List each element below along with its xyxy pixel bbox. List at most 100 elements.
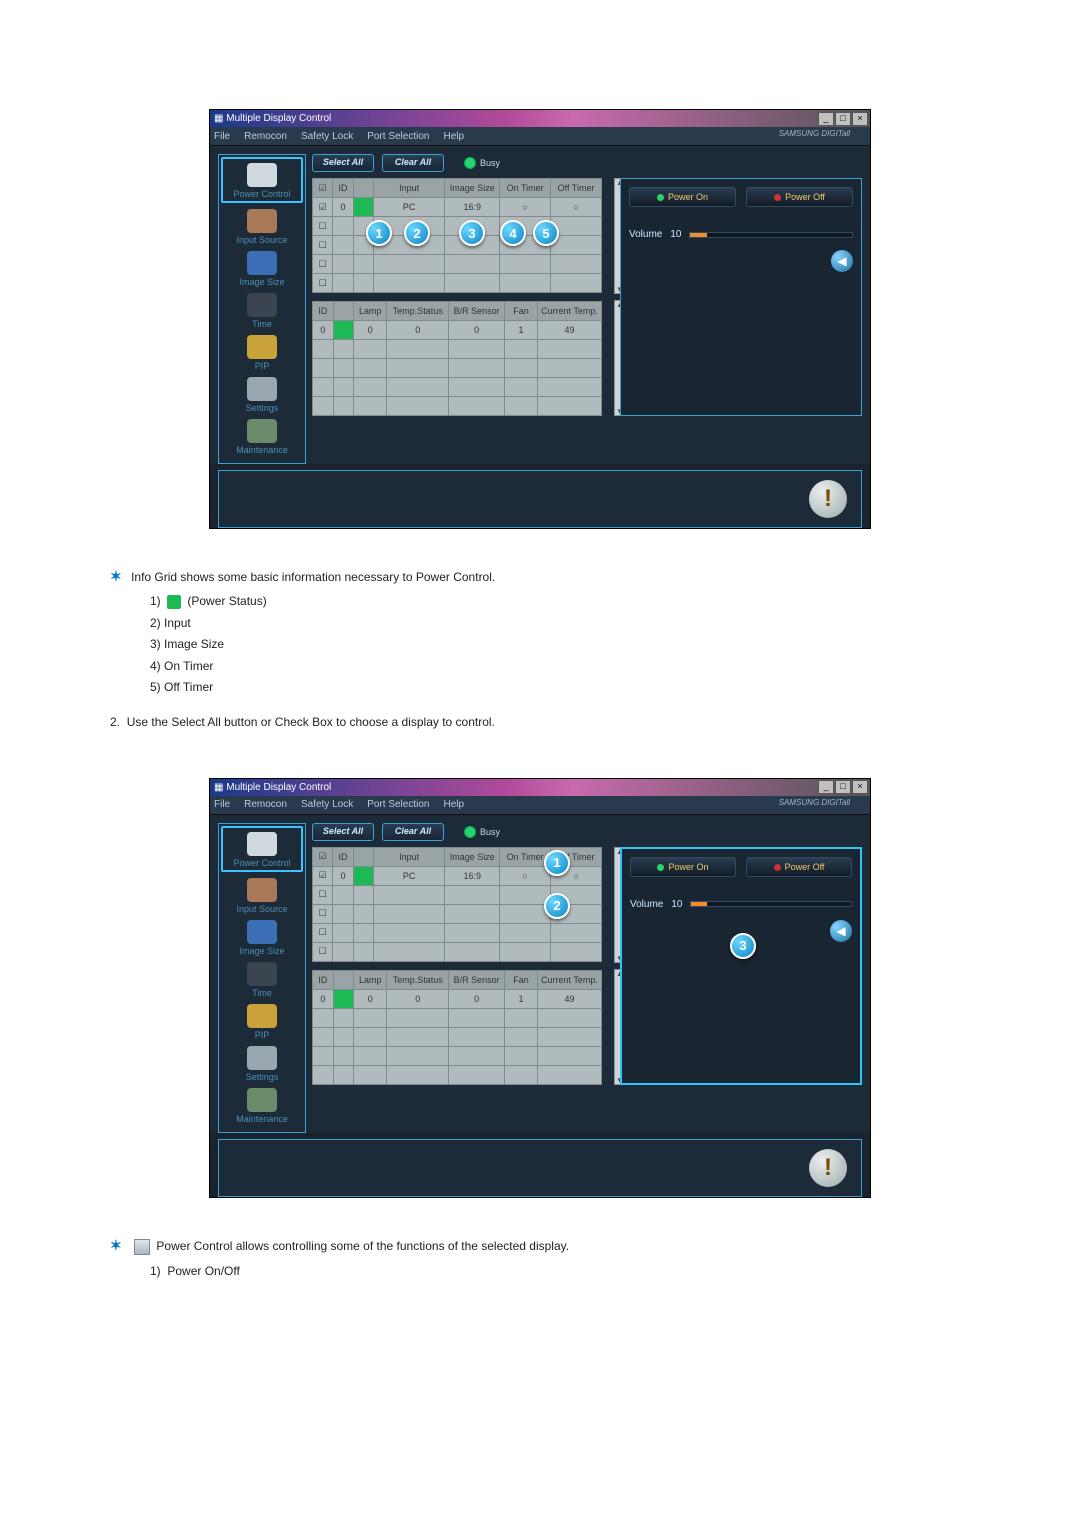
callout-badge-3: 3 [730,933,756,959]
sidebar: Power Control Input SourceImage SizeTimeP… [218,823,306,1133]
table-row[interactable]: ☐ [313,274,602,293]
volume-value: 10 [670,229,681,240]
select-all-button[interactable]: Select All [312,154,374,172]
table-row[interactable] [313,1008,602,1027]
menu-remocon[interactable]: Remocon [244,131,287,142]
table-row[interactable] [313,340,602,359]
sidebar-item-maintenance[interactable]: Maintenance [219,415,305,457]
clear-all-button[interactable]: Clear All [382,154,444,172]
volume-slider[interactable] [690,901,852,907]
table-row[interactable] [313,397,602,416]
table-row[interactable]: 0000149 [313,321,602,340]
sidebar-item-image-size[interactable]: Image Size [219,916,305,958]
menu-safety-lock[interactable]: Safety Lock [301,799,353,810]
select-all-button[interactable]: Select All [312,823,374,841]
menu-help[interactable]: Help [443,131,464,142]
sidebar-item-label: Power Control [223,189,301,199]
close-button[interactable]: × [852,780,868,794]
table-row[interactable]: 0000149 [313,989,602,1008]
minimize-button[interactable]: _ [818,112,834,126]
sidebar-item-label: Power Control [223,858,301,868]
table-row[interactable] [313,359,602,378]
table-row[interactable] [313,1027,602,1046]
sidebar-item-power-control[interactable]: Power Control [221,826,303,872]
power-control-icon [134,1239,150,1255]
busy-indicator: Busy [464,826,500,838]
sidebar-icon [247,1088,277,1112]
busy-label: Busy [480,827,500,837]
app-window-2: ▦ Multiple Display Control _□× File Remo… [210,779,870,1197]
power-off-button[interactable]: Power Off [746,187,853,207]
callout-badge-1: 1 [544,850,570,876]
volume-slider[interactable] [689,232,853,238]
sidebar-icon [247,1004,277,1028]
power-off-button[interactable]: Power Off [746,857,852,877]
table-row[interactable]: ☐ [313,942,602,961]
sidebar-item-image-size[interactable]: Image Size [219,247,305,289]
sidebar-icon [247,419,277,443]
table-row[interactable]: ☐ [313,236,602,255]
sidebar-item-label: Input Source [219,235,305,245]
menu-port-selection[interactable]: Port Selection [367,131,429,142]
window-buttons: _□× [817,780,868,794]
doc2-item-1: 1) Power On/Off [150,1261,1010,1283]
menu-file[interactable]: File [214,799,230,810]
sidebar-item-time[interactable]: Time [219,958,305,1000]
sidebar-item-settings[interactable]: Settings [219,373,305,415]
callout-badge-2: 2 [404,220,430,246]
mute-icon[interactable]: ◀ [831,250,853,272]
sidebar-item-label: Settings [219,403,305,413]
doc1-item-5: 5) Off Timer [150,677,1010,699]
app-window-1: ▦ Multiple Display Control _□× File Remo… [210,110,870,528]
callout-badge-2: 2 [544,893,570,919]
table-row[interactable]: ☐ [313,923,602,942]
menubar: File Remocon Safety Lock Port Selection … [210,127,870,146]
sidebar-item-power-control[interactable]: Power Control [221,157,303,203]
sidebar-icon [247,293,277,317]
menu-port-selection[interactable]: Port Selection [367,799,429,810]
doc1-item-4: 4) On Timer [150,656,1010,678]
menu-file[interactable]: File [214,131,230,142]
maximize-button[interactable]: □ [835,112,851,126]
info-grid-2: IDLampTemp.StatusB/R SensorFanCurrent Te… [312,970,602,1085]
app-icon: ▦ [214,113,223,124]
close-button[interactable]: × [852,112,868,126]
table-row[interactable] [313,378,602,397]
sidebar-item-time[interactable]: Time [219,289,305,331]
doc-text-1: ✶ Info Grid shows some basic information… [110,568,1010,729]
doc1-item-3: 3) Image Size [150,634,1010,656]
table-row[interactable]: ☑0PC16:9○○ [313,198,602,217]
menu-remocon[interactable]: Remocon [244,799,287,810]
sidebar-item-settings[interactable]: Settings [219,1042,305,1084]
power-on-button[interactable]: Power On [629,187,736,207]
sidebar-icon [247,920,277,944]
sidebar-item-input-source[interactable]: Input Source [219,874,305,916]
minimize-button[interactable]: _ [818,780,834,794]
app-icon: ▦ [214,782,223,793]
callout-badge-3: 3 [459,220,485,246]
sidebar-icon [247,251,277,275]
power-on-button[interactable]: Power On [630,857,736,877]
maximize-button[interactable]: □ [835,780,851,794]
table-row[interactable]: ☐ [313,255,602,274]
sidebar-item-label: PIP [219,361,305,371]
mute-icon[interactable]: ◀ [830,920,852,942]
clear-all-button[interactable]: Clear All [382,823,444,841]
window-buttons: _□× [817,112,868,126]
busy-dot-icon [464,826,476,838]
warning-icon: ! [809,1149,847,1187]
table-row[interactable] [313,1065,602,1084]
sidebar-item-input-source[interactable]: Input Source [219,205,305,247]
sidebar-item-maintenance[interactable]: Maintenance [219,1084,305,1126]
doc-text-2: ✶ Power Control allows controlling some … [110,1237,1010,1282]
power-panel: Power On Power Off Volume 10 ◀ [620,178,862,416]
sidebar-item-label: Image Size [219,277,305,287]
menu-help[interactable]: Help [443,799,464,810]
power-status-icon [167,595,181,609]
sidebar-item-pip[interactable]: PIP [219,331,305,373]
table-row[interactable] [313,1046,602,1065]
sidebar-item-label: Time [219,319,305,329]
callout-badge-1: 1 [366,220,392,246]
menu-safety-lock[interactable]: Safety Lock [301,131,353,142]
sidebar-item-pip[interactable]: PIP [219,1000,305,1042]
